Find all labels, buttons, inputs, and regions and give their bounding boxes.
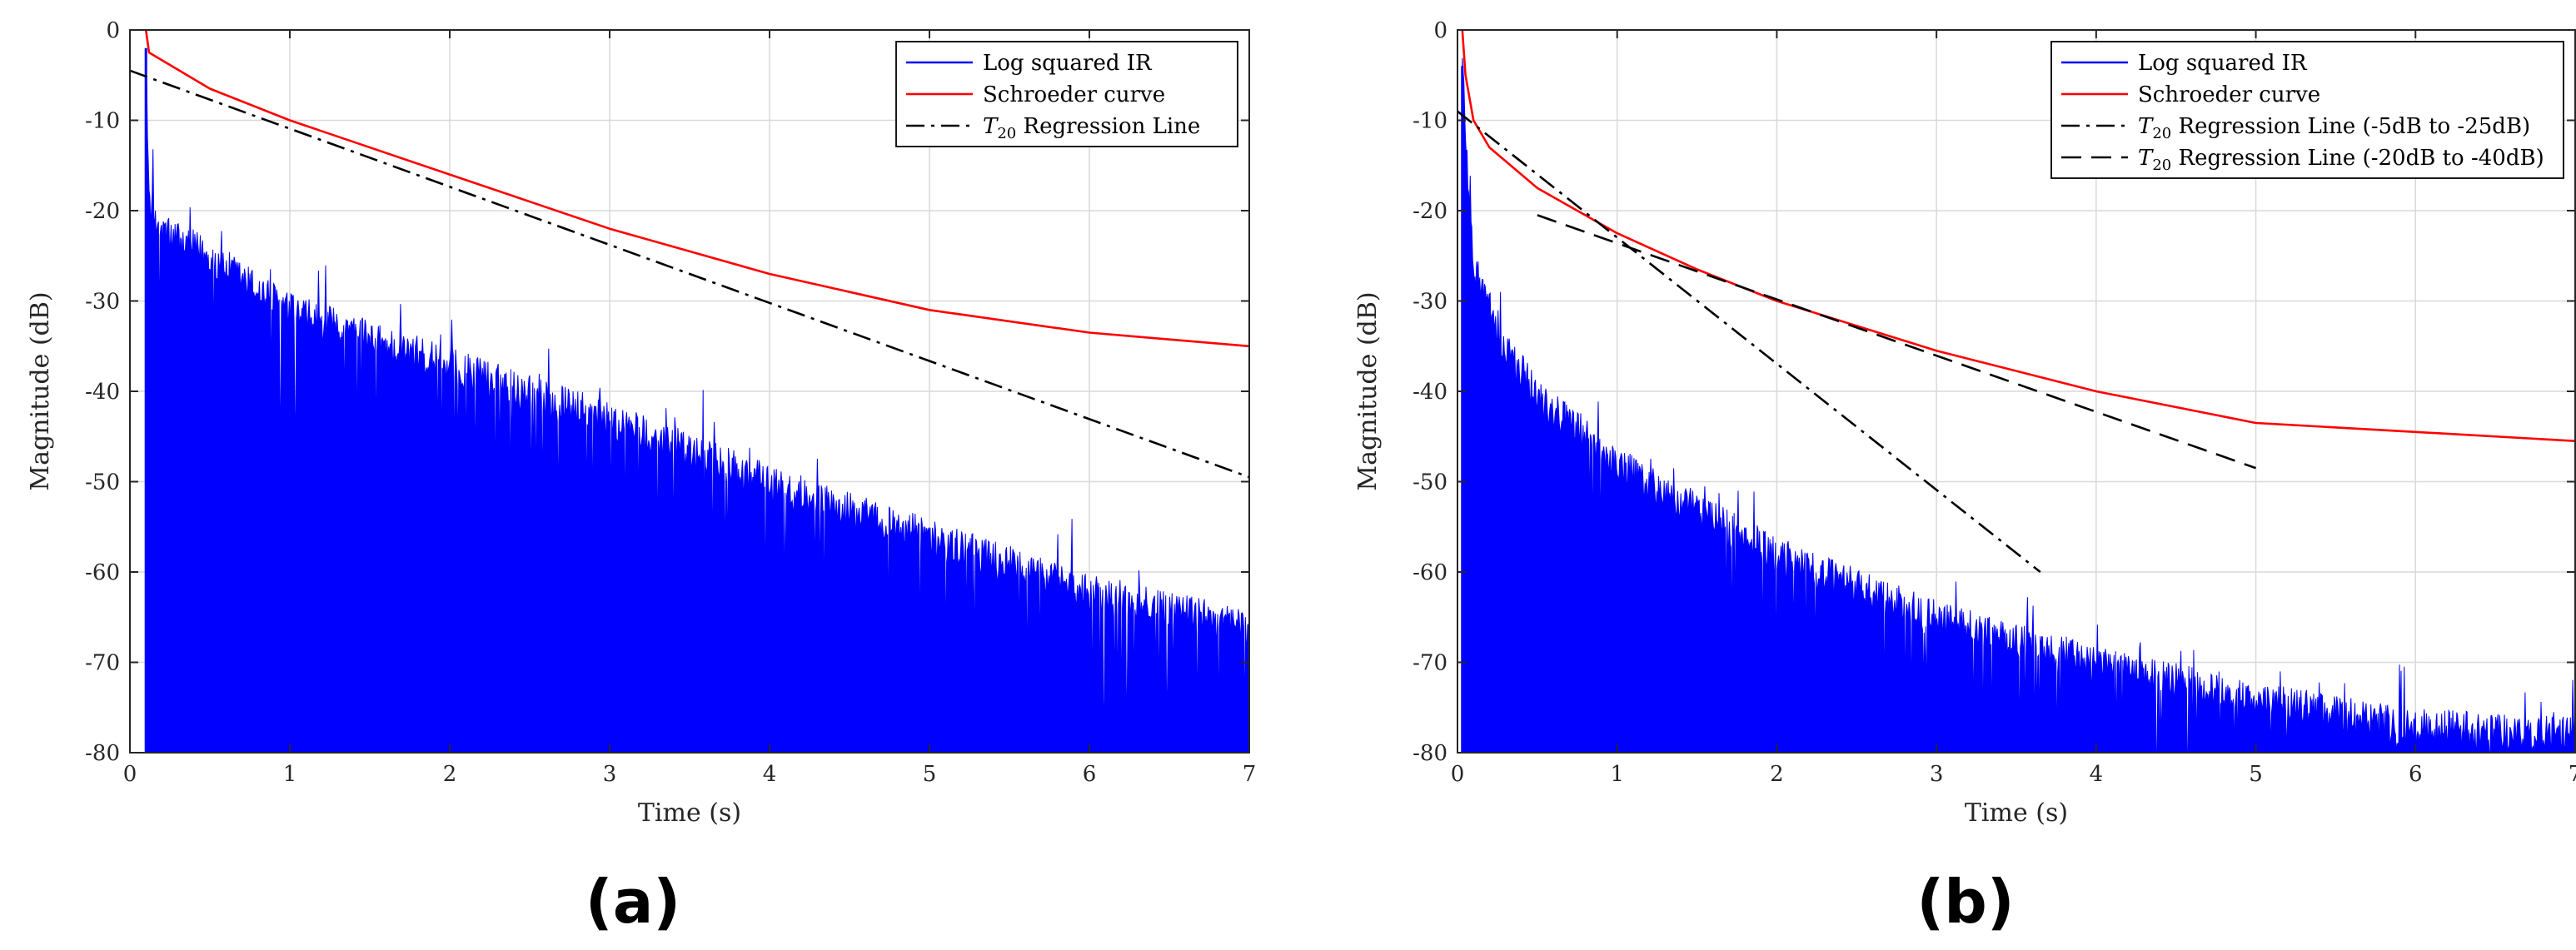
- ir-noise-fill: [145, 76, 1249, 753]
- legend-entry-label: T20 Regression Line (-5dB to -25dB): [2138, 114, 2530, 142]
- y-tick-label: -70: [1413, 651, 1447, 676]
- chart-panel-a: 0 1 2 3 4 5 6 7 0 -10 -20 -30 -40 -50 -60 -70 -80 Time (s…: [26, 18, 1256, 937]
- plot-content: [1457, 30, 2575, 753]
- legend-entry-label: Log squared IR: [983, 51, 1153, 76]
- y-tick-label: -60: [1413, 560, 1447, 585]
- x-tick-label: 6: [1083, 762, 1097, 787]
- x-tick-label: 3: [1930, 762, 1944, 787]
- legend-entry-label: Schroeder curve: [983, 82, 1165, 107]
- y-tick-label: -30: [1413, 290, 1447, 315]
- x-tick-label: 4: [763, 762, 777, 787]
- x-tick-label: 0: [123, 762, 137, 787]
- legend-entry-label: T20 Regression Line (-20dB to -40dB): [2138, 146, 2544, 174]
- regression-line-dash: [1537, 214, 2257, 470]
- legend: Log squared IR Schroeder curve T20 Regress…: [895, 41, 1238, 147]
- legend-entry-label: Schroeder curve: [2138, 82, 2320, 107]
- y-tick-label: -50: [85, 470, 120, 495]
- y-tick-label: -20: [85, 199, 120, 224]
- y-tick-label: -10: [85, 109, 120, 134]
- y-tick-label: -50: [1413, 470, 1447, 495]
- x-tick-label: 2: [443, 762, 457, 787]
- y-tick-label: -40: [85, 380, 120, 405]
- schroeder-curve-line: [144, 30, 1249, 348]
- panel-label: (a): [585, 867, 680, 937]
- y-tick-label: -10: [1413, 109, 1447, 134]
- y-tick-label: -80: [1413, 741, 1447, 766]
- x-tick-label: 1: [1610, 762, 1624, 787]
- x-axis-label: Time (s): [1965, 798, 2068, 828]
- legend-box: [2050, 41, 2564, 179]
- legend-entry-label: Log squared IR: [2138, 51, 2308, 76]
- legend-entry-label: T20 Regression Line: [983, 114, 1200, 142]
- x-axis-label: Time (s): [638, 798, 741, 828]
- y-tick-label: -60: [85, 560, 120, 585]
- x-tick-label: 2: [1770, 762, 1784, 787]
- y-tick-label: -80: [85, 741, 120, 766]
- x-tick-label: 7: [2569, 762, 2576, 787]
- x-tick-label: 3: [603, 762, 617, 787]
- y-axis-label: Magnitude (dB): [1353, 291, 1383, 490]
- y-tick-label: -70: [85, 651, 120, 676]
- y-tick-label: 0: [1433, 18, 1447, 43]
- x-tick-label: 5: [923, 762, 937, 787]
- x-tick-label: 6: [2409, 762, 2423, 787]
- ir-noise-fill: [1462, 57, 2575, 753]
- regression-line-dashdot: [130, 69, 1249, 479]
- panel-label: (b): [1916, 867, 2014, 937]
- x-tick-label: 0: [1451, 762, 1465, 787]
- y-tick-label: -40: [1413, 380, 1447, 405]
- y-tick-label: 0: [106, 18, 120, 43]
- y-axis-label: Magnitude (dB): [26, 291, 55, 490]
- x-tick-label: 4: [2090, 762, 2104, 787]
- y-tick-label: -20: [1413, 199, 1447, 224]
- plot-content: [130, 30, 1249, 753]
- x-tick-label: 5: [2249, 762, 2263, 787]
- chart-panel-b: 0 1 2 3 4 5 6 7 0 -10 -20 -30 -40 -50 -60 -70 -80 Time (s…: [1353, 18, 2576, 937]
- x-tick-label: 7: [1243, 762, 1257, 787]
- schroeder-curve-line: [1461, 30, 2575, 442]
- y-tick-label: -30: [85, 290, 120, 315]
- legend: Log squared IR Schroeder curve T20 Regress…: [2050, 41, 2564, 179]
- x-tick-label: 1: [283, 762, 297, 787]
